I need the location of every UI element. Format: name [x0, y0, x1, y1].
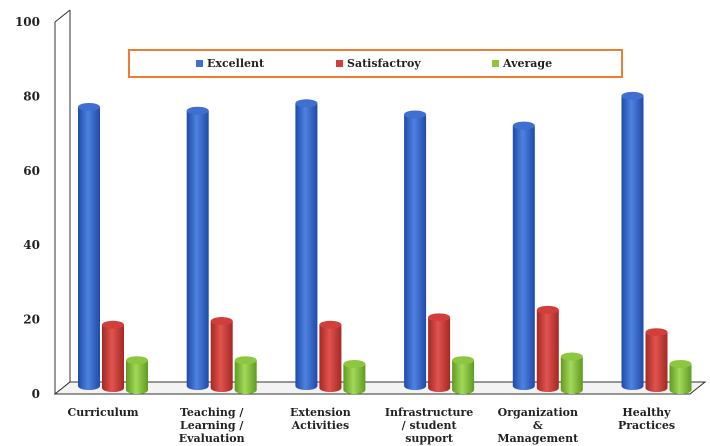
legend-swatch-average	[492, 60, 499, 67]
legend-label-average: Average	[502, 57, 552, 70]
legend-box	[128, 49, 623, 78]
x-category-label: Curriculum	[67, 406, 138, 419]
chart-back-wall	[70, 10, 705, 382]
legend: Excellent Satisfactroy Average	[128, 49, 623, 78]
bar-body	[78, 107, 100, 390]
bar-body	[102, 324, 124, 392]
bar-cap	[102, 320, 124, 329]
bar-cap	[210, 317, 233, 326]
y-tick-label: 100	[15, 15, 40, 29]
bar-cap	[452, 356, 475, 365]
bar-body	[621, 95, 644, 390]
bar-body	[234, 360, 257, 394]
x-category-label: &	[533, 419, 543, 432]
bar-cap	[512, 121, 535, 130]
x-category-label: Infrastructure	[385, 406, 473, 419]
legend-label-excellent: Excellent	[207, 57, 265, 70]
x-category-label: Learning /	[180, 419, 244, 432]
bar-body	[404, 114, 427, 390]
bar-average-2	[343, 359, 366, 394]
bar-body	[210, 321, 233, 392]
bar-satisfactroy-2	[319, 320, 342, 392]
bar-satisfactroy-4	[536, 305, 559, 392]
x-category-label: Evaluation	[179, 432, 245, 445]
x-category-label: Healthy	[622, 406, 671, 419]
bar-cap	[319, 320, 342, 329]
bar-excellent-1	[186, 106, 209, 390]
bar-cap	[404, 110, 427, 119]
bar-cap	[234, 356, 257, 365]
x-category-label: / student	[402, 419, 458, 432]
bar-excellent-0	[78, 103, 100, 390]
bar-cap	[126, 356, 148, 365]
bar-body	[512, 125, 535, 390]
bar-satisfactroy-3	[428, 313, 451, 392]
bar-cap	[669, 359, 692, 368]
x-category-label: Practices	[618, 419, 675, 432]
bar-body	[186, 110, 209, 390]
bar-cap	[560, 352, 583, 361]
bar-body	[669, 363, 692, 394]
y-tick-label: 40	[23, 238, 40, 252]
bar-average-3	[452, 356, 475, 394]
bar-body	[536, 309, 559, 392]
bar-excellent-3	[404, 110, 427, 390]
bar-cap	[343, 359, 366, 368]
x-category-label: Organization	[498, 406, 578, 419]
bar-cap	[428, 313, 451, 322]
bar-excellent-4	[512, 121, 535, 390]
y-tick-label: 0	[32, 387, 40, 401]
y-tick-label: 20	[23, 313, 40, 327]
x-category-label: support	[405, 432, 454, 445]
bar-cap	[295, 99, 318, 108]
legend-swatch-excellent	[196, 60, 203, 67]
y-tick-label: 80	[23, 89, 40, 103]
x-category-label: Management	[497, 432, 579, 445]
bar-satisfactroy-0	[102, 320, 124, 392]
x-category-label: Teaching /	[180, 406, 244, 419]
bar-average-0	[126, 356, 148, 394]
chart-floor	[53, 381, 707, 395]
bar-body	[560, 356, 583, 394]
x-category-label: Activities	[291, 419, 350, 432]
bar-body	[319, 324, 342, 392]
bar-body	[126, 360, 148, 394]
bar-average-4	[560, 352, 583, 394]
bar-cap	[621, 91, 644, 100]
legend-label-satisfactroy: Satisfactroy	[347, 57, 421, 70]
bar-average-5	[669, 359, 692, 394]
bar-body	[452, 360, 475, 394]
y-tick-label: 60	[23, 164, 40, 178]
bar-cap	[536, 305, 559, 314]
bar-cap	[186, 106, 209, 115]
bar-cap	[78, 103, 100, 111]
bar-excellent-2	[295, 99, 318, 390]
legend-swatch-satisfactroy	[336, 60, 343, 67]
chart-depth-line-top	[54, 9, 71, 23]
bar-average-1	[234, 356, 257, 394]
bar-body	[428, 317, 451, 392]
bar-body	[295, 103, 318, 390]
bar-body	[645, 332, 668, 392]
bar-satisfactroy-1	[210, 317, 233, 392]
bar-satisfactroy-5	[645, 328, 668, 392]
bar-excellent-5	[621, 91, 644, 390]
bar-body	[343, 363, 366, 394]
bar-cap	[645, 328, 668, 337]
x-category-label: Extension	[290, 406, 351, 419]
